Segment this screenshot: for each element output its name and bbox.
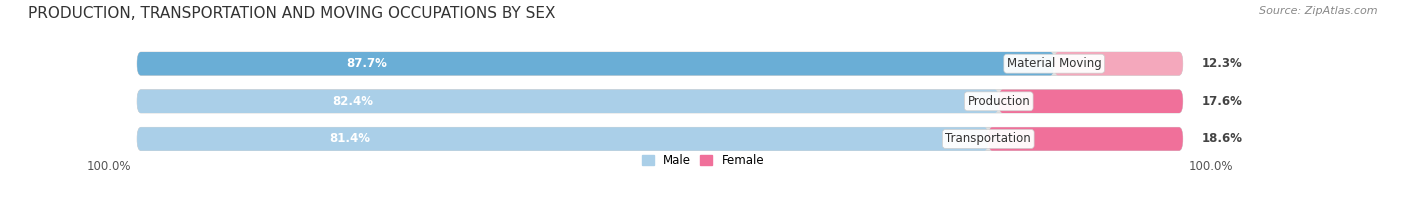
FancyBboxPatch shape xyxy=(138,90,998,113)
Text: Source: ZipAtlas.com: Source: ZipAtlas.com xyxy=(1260,6,1378,16)
FancyBboxPatch shape xyxy=(138,127,1182,151)
Text: 87.7%: 87.7% xyxy=(346,57,387,70)
FancyBboxPatch shape xyxy=(988,127,1182,151)
Text: PRODUCTION, TRANSPORTATION AND MOVING OCCUPATIONS BY SEX: PRODUCTION, TRANSPORTATION AND MOVING OC… xyxy=(28,6,555,21)
Text: 100.0%: 100.0% xyxy=(1189,160,1233,173)
FancyBboxPatch shape xyxy=(998,90,1182,113)
Text: Transportation: Transportation xyxy=(945,132,1031,145)
Text: 12.3%: 12.3% xyxy=(1201,57,1241,70)
FancyBboxPatch shape xyxy=(138,52,1054,75)
FancyBboxPatch shape xyxy=(138,90,1182,113)
FancyBboxPatch shape xyxy=(138,54,1182,73)
Text: Production: Production xyxy=(967,95,1031,108)
FancyBboxPatch shape xyxy=(138,127,988,151)
FancyBboxPatch shape xyxy=(1054,52,1182,75)
Text: 17.6%: 17.6% xyxy=(1201,95,1241,108)
Text: 81.4%: 81.4% xyxy=(329,132,370,145)
FancyBboxPatch shape xyxy=(138,129,1182,149)
Text: 100.0%: 100.0% xyxy=(86,160,131,173)
Legend: Male, Female: Male, Female xyxy=(637,149,769,172)
Text: 82.4%: 82.4% xyxy=(332,95,373,108)
FancyBboxPatch shape xyxy=(138,52,1182,75)
Text: 18.6%: 18.6% xyxy=(1201,132,1243,145)
Text: Material Moving: Material Moving xyxy=(1007,57,1101,70)
FancyBboxPatch shape xyxy=(138,92,1182,111)
